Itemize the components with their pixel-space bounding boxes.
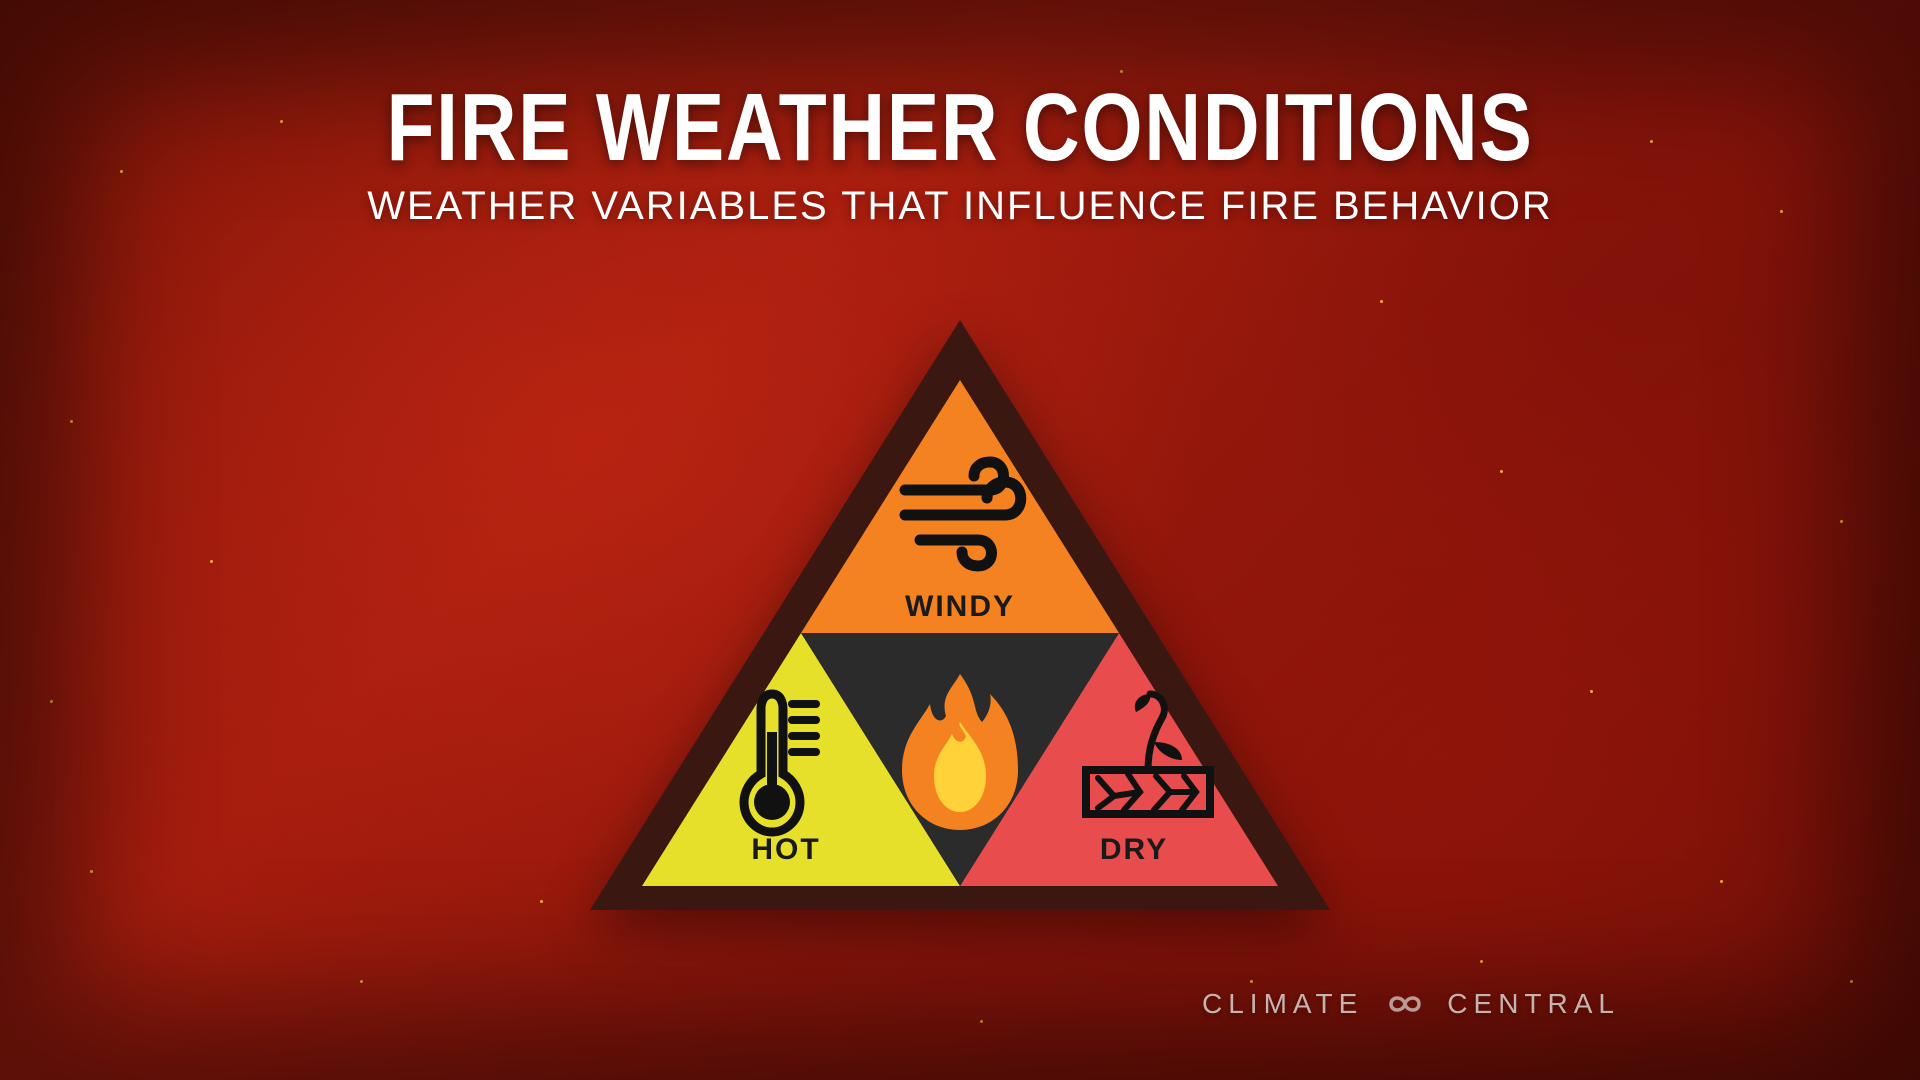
- label-windy: WINDY: [905, 590, 1015, 624]
- fire-triangle: WINDY HOT DRY: [550, 300, 1370, 940]
- label-dry: DRY: [1100, 833, 1168, 867]
- infinity-icon: [1377, 989, 1433, 1019]
- header: FIRE WEATHER CONDITIONS WEATHER VARIABLE…: [0, 80, 1920, 229]
- attribution: CLIMATE CENTRAL: [1202, 988, 1620, 1020]
- page-title: FIRE WEATHER CONDITIONS: [173, 80, 1747, 176]
- page-subtitle: WEATHER VARIABLES THAT INFLUENCE FIRE BE…: [0, 184, 1920, 229]
- attribution-right: CENTRAL: [1447, 988, 1620, 1020]
- label-hot: HOT: [751, 833, 820, 867]
- attribution-left: CLIMATE: [1202, 988, 1363, 1020]
